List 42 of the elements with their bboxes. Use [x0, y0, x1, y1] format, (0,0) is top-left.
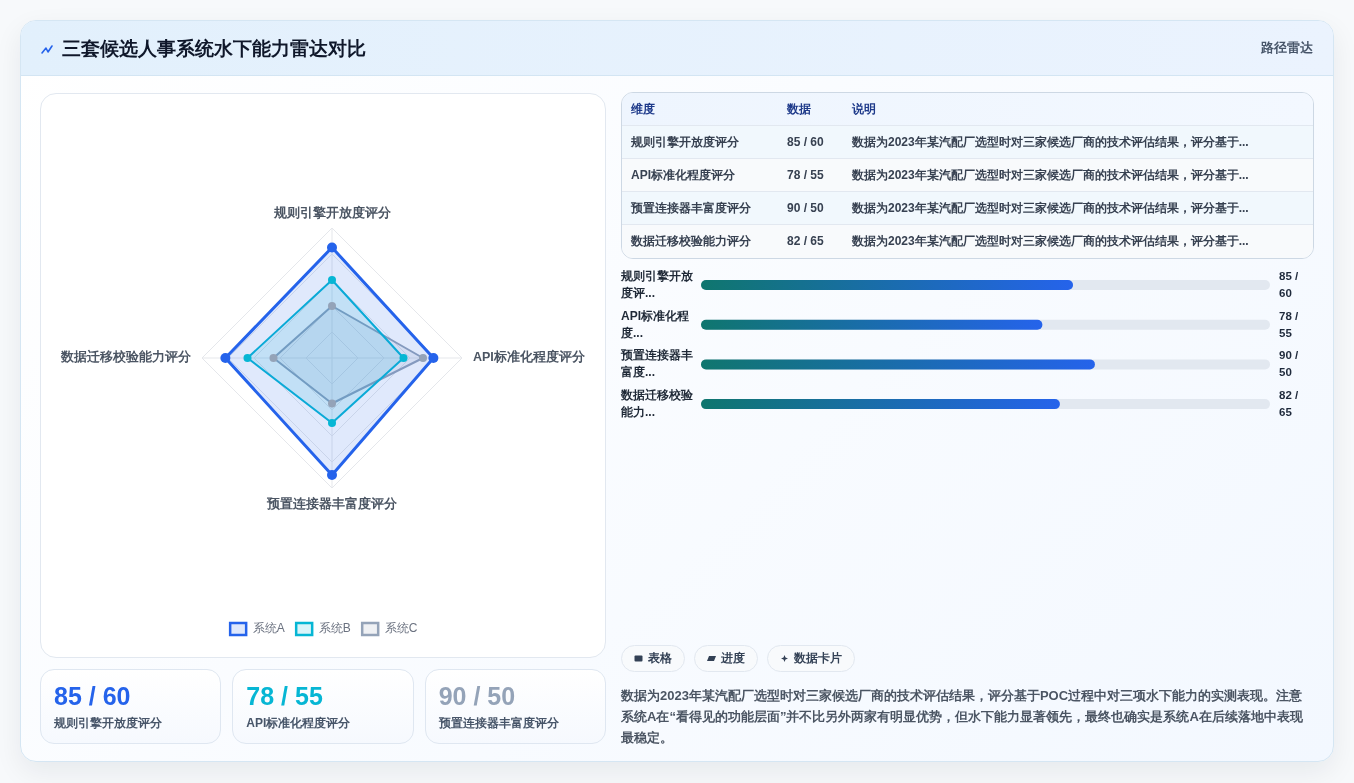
text: 预置连接器丰富度评分 [438, 715, 559, 732]
y-tick-label: 规则引擎开放度评... [621, 268, 694, 302]
legend-label: 系统B [318, 621, 351, 636]
text: 表格 [648, 651, 672, 666]
text: 进度 [721, 651, 745, 666]
text: 数据 [787, 101, 811, 118]
text: 90 / 50 [787, 200, 824, 217]
text: API标准化程度评分 [631, 167, 736, 184]
spoke-label: 数据迁移校验能力评分 [60, 349, 192, 365]
spoke-label: 规则引擎开放度评分 [272, 205, 392, 220]
spoke-label: API标准化程度评分 [473, 349, 586, 365]
text: 85 / 60 [54, 681, 131, 712]
text: 数据为2023年某汽配厂选型时对三家候选厂商的技术评估结果，评分基于POC过程中对三项水下能力的实测表现。注意系统A在“看得见的功能层面”并不比另外两家有明显优势，但水下能力显著领先，最终也确实是系统A在后续落地中表现最稳定。 [621, 687, 1304, 747]
text: 数据卡片 [794, 651, 842, 666]
data-label: 85 / 60 [1279, 269, 1300, 301]
legend-label: 系统A [252, 621, 285, 636]
text: 规则引擎开放度评分 [631, 134, 739, 151]
data-label: 82 / 65 [1279, 388, 1300, 421]
text: API标准化程度评分 [246, 715, 351, 732]
y-tick-label: API标准化程度... [621, 307, 690, 342]
y-tick-label: 预置连接器丰富度... [621, 347, 694, 382]
y-tick-label: 数据迁移校验能力... [621, 387, 694, 422]
text: 预置连接器丰富度评分 [631, 200, 751, 217]
text: 85 / 60 [787, 134, 824, 151]
text: 数据为2023年某汽配厂选型时对三家候选厂商的技术评估结果，评分基于... [852, 200, 1249, 217]
data-label: 78 / 55 [1279, 308, 1300, 341]
data-label: 90 / 50 [1279, 348, 1300, 381]
legend-label: 系统C [384, 621, 418, 636]
text: 78 / 55 [246, 681, 323, 712]
text: 三套候选人事系统水下能力雷达对比 [62, 37, 366, 61]
text: 78 / 55 [787, 167, 824, 184]
text: 数据迁移校验能力评分 [631, 233, 751, 250]
text: 数据为2023年某汽配厂选型时对三家候选厂商的技术评估结果，评分基于... [852, 233, 1249, 250]
text: 维度 [631, 101, 655, 118]
text: 82 / 65 [787, 233, 824, 250]
text: 数据为2023年某汽配厂选型时对三家候选厂商的技术评估结果，评分基于... [852, 134, 1249, 151]
text: 规则引擎开放度评分 [54, 715, 162, 732]
text: 说明 [852, 101, 876, 118]
text: 路径雷达 [1261, 40, 1313, 57]
text: 90 / 50 [438, 681, 516, 712]
spoke-label: 预置连接器丰富度评分 [266, 495, 398, 511]
text: 数据为2023年某汽配厂选型时对三家候选厂商的技术评估结果，评分基于... [852, 167, 1249, 184]
